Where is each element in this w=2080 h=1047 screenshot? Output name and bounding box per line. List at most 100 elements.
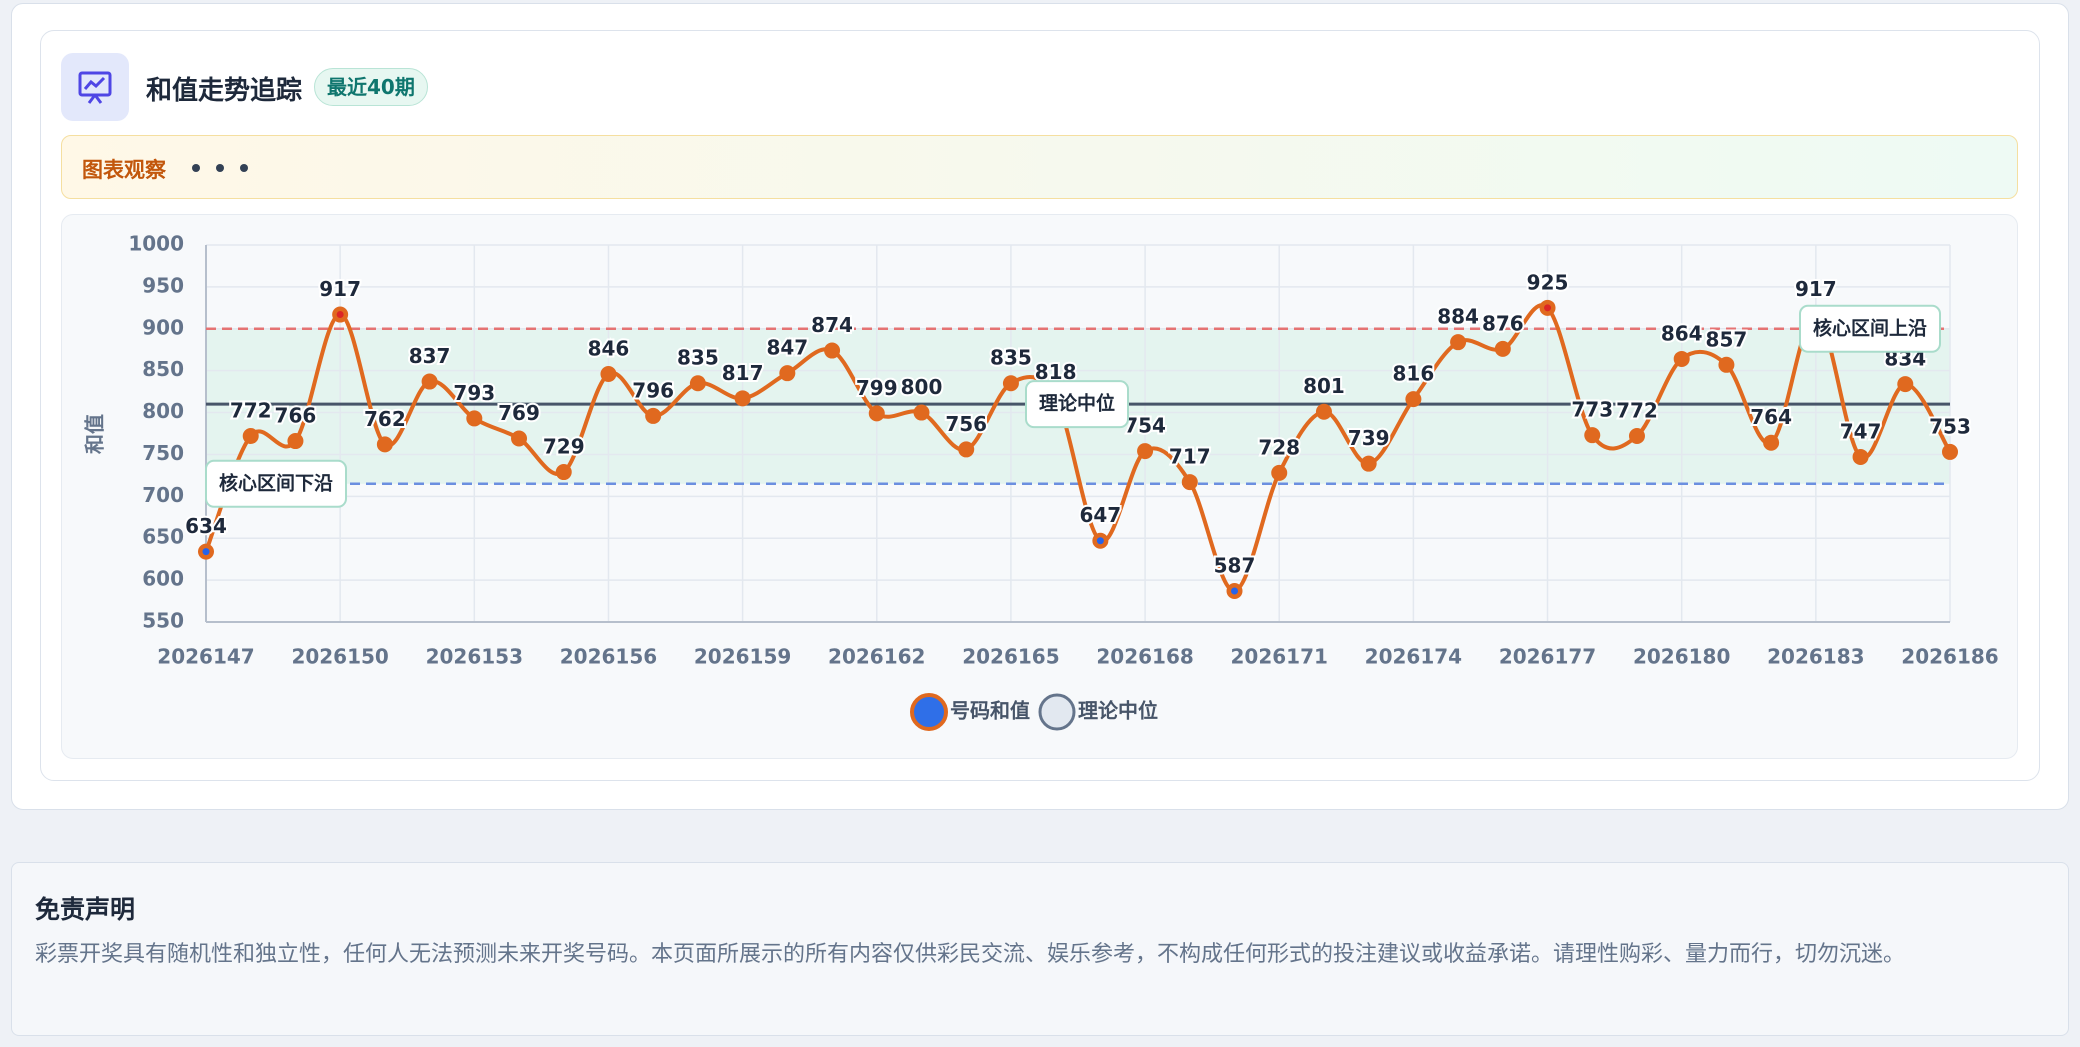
legend-label: 理论中位 [1078,699,1158,723]
x-tick-label: 2026171 [1231,645,1328,669]
data-point [1852,448,1869,465]
data-point [1897,376,1914,393]
annotation-box [1798,304,1942,353]
reference-label: 核心区间下沿 [219,471,333,494]
data-label: 764 [1750,405,1792,429]
x-tick-label: 2026162 [828,645,925,669]
data-point [376,436,393,453]
data-label: 587 [1214,554,1256,578]
data-point [555,464,572,481]
data-point [466,410,483,427]
chart-panel [61,214,2018,759]
observation-bar[interactable] [61,135,2018,199]
data-label: 847 [766,336,808,360]
x-tick-label: 2026177 [1499,645,1596,669]
chart-title: 和值走势追踪 [146,76,303,106]
y-tick-label: 1000 [128,232,184,256]
data-point [287,433,304,450]
y-tick-label: 950 [142,273,184,297]
data-label: 857 [1706,327,1748,351]
data-point-center [336,311,344,319]
x-tick-label: 2026159 [694,645,791,669]
y-axis-title: 和值 [83,414,107,454]
icon-graphic [78,71,112,104]
x-tick-label: 2026156 [560,645,657,669]
data-point [1450,334,1467,351]
y-tick-label: 850 [142,357,184,381]
data-label: 739 [1348,426,1390,450]
data-label: 884 [1437,305,1479,329]
data-point [1137,443,1154,460]
y-tick-label: 600 [142,567,184,591]
data-label: 864 [1661,321,1703,345]
y-tick-label: 700 [142,483,184,507]
data-point [1673,350,1690,367]
data-label: 747 [1840,419,1882,443]
data-label: 799 [856,376,898,400]
data-point [1405,391,1422,408]
data-point [1315,403,1332,420]
x-tick-label: 2026153 [426,645,523,669]
x-tick-label: 2026168 [1096,645,1193,669]
data-point-center [1231,587,1239,595]
y-tick-label: 650 [142,525,184,549]
observation-title: 图表观察 [82,158,166,182]
data-label: 816 [1393,362,1435,386]
data-label: 729 [543,435,585,459]
data-point [689,375,706,392]
data-label: 800 [901,375,943,399]
legend-marker [1038,693,1076,731]
data-point [958,441,975,458]
period-badge: 最近40期 [314,68,428,106]
reference-annotation: 核心区间上沿 [1798,304,1942,353]
reference-annotation: 核心区间下沿 [204,459,348,508]
annotation-box [1024,380,1130,429]
legend-marker [910,693,948,731]
data-point [1002,375,1019,392]
data-label: 773 [1571,398,1613,422]
data-label: 728 [1258,435,1300,459]
data-point [511,430,528,447]
data-label: 817 [722,361,764,385]
data-point [779,365,796,382]
x-tick-label: 2026147 [157,645,254,669]
data-label: 717 [1169,445,1211,469]
data-label: 769 [498,401,540,425]
data-point [913,404,930,421]
data-label: 756 [945,412,987,436]
data-point-center [1544,304,1552,312]
data-label: 846 [588,337,630,361]
x-tick-label: 2026165 [962,645,1059,669]
data-point-center [202,548,210,556]
data-point [824,342,841,359]
data-label: 876 [1482,311,1524,335]
data-point [421,373,438,390]
disclaimer-title: 免责声明 [35,895,136,924]
data-point [868,405,885,422]
data-point [734,390,751,407]
data-point-center [1096,537,1104,545]
data-point [1494,340,1511,357]
annotation-box [204,459,348,508]
data-label: 766 [275,404,317,428]
observation-dots [192,164,248,172]
disclaimer-text: 彩票开奖具有随机性和独立性，任何人无法预测未来开奖号码。本页面所展示的所有内容仅… [35,942,1906,967]
data-label: 835 [677,346,719,370]
data-label: 753 [1929,414,1971,438]
data-point [645,407,662,424]
x-tick-label: 2026180 [1633,645,1730,669]
data-point [1181,474,1198,491]
data-label: 796 [632,378,674,402]
data-label: 925 [1527,270,1569,294]
data-label: 772 [230,399,272,423]
data-label: 793 [453,381,495,405]
data-point [1360,455,1377,472]
data-point [1718,356,1735,373]
reference-label: 理论中位 [1039,392,1115,415]
x-tick-label: 2026183 [1767,645,1864,669]
data-point [1628,428,1645,445]
data-label: 835 [990,346,1032,370]
reference-label: 核心区间上沿 [1813,316,1927,339]
chart: 550 600 650 700 750 800 850 900 950 1000 2026147 20… [83,232,1999,731]
